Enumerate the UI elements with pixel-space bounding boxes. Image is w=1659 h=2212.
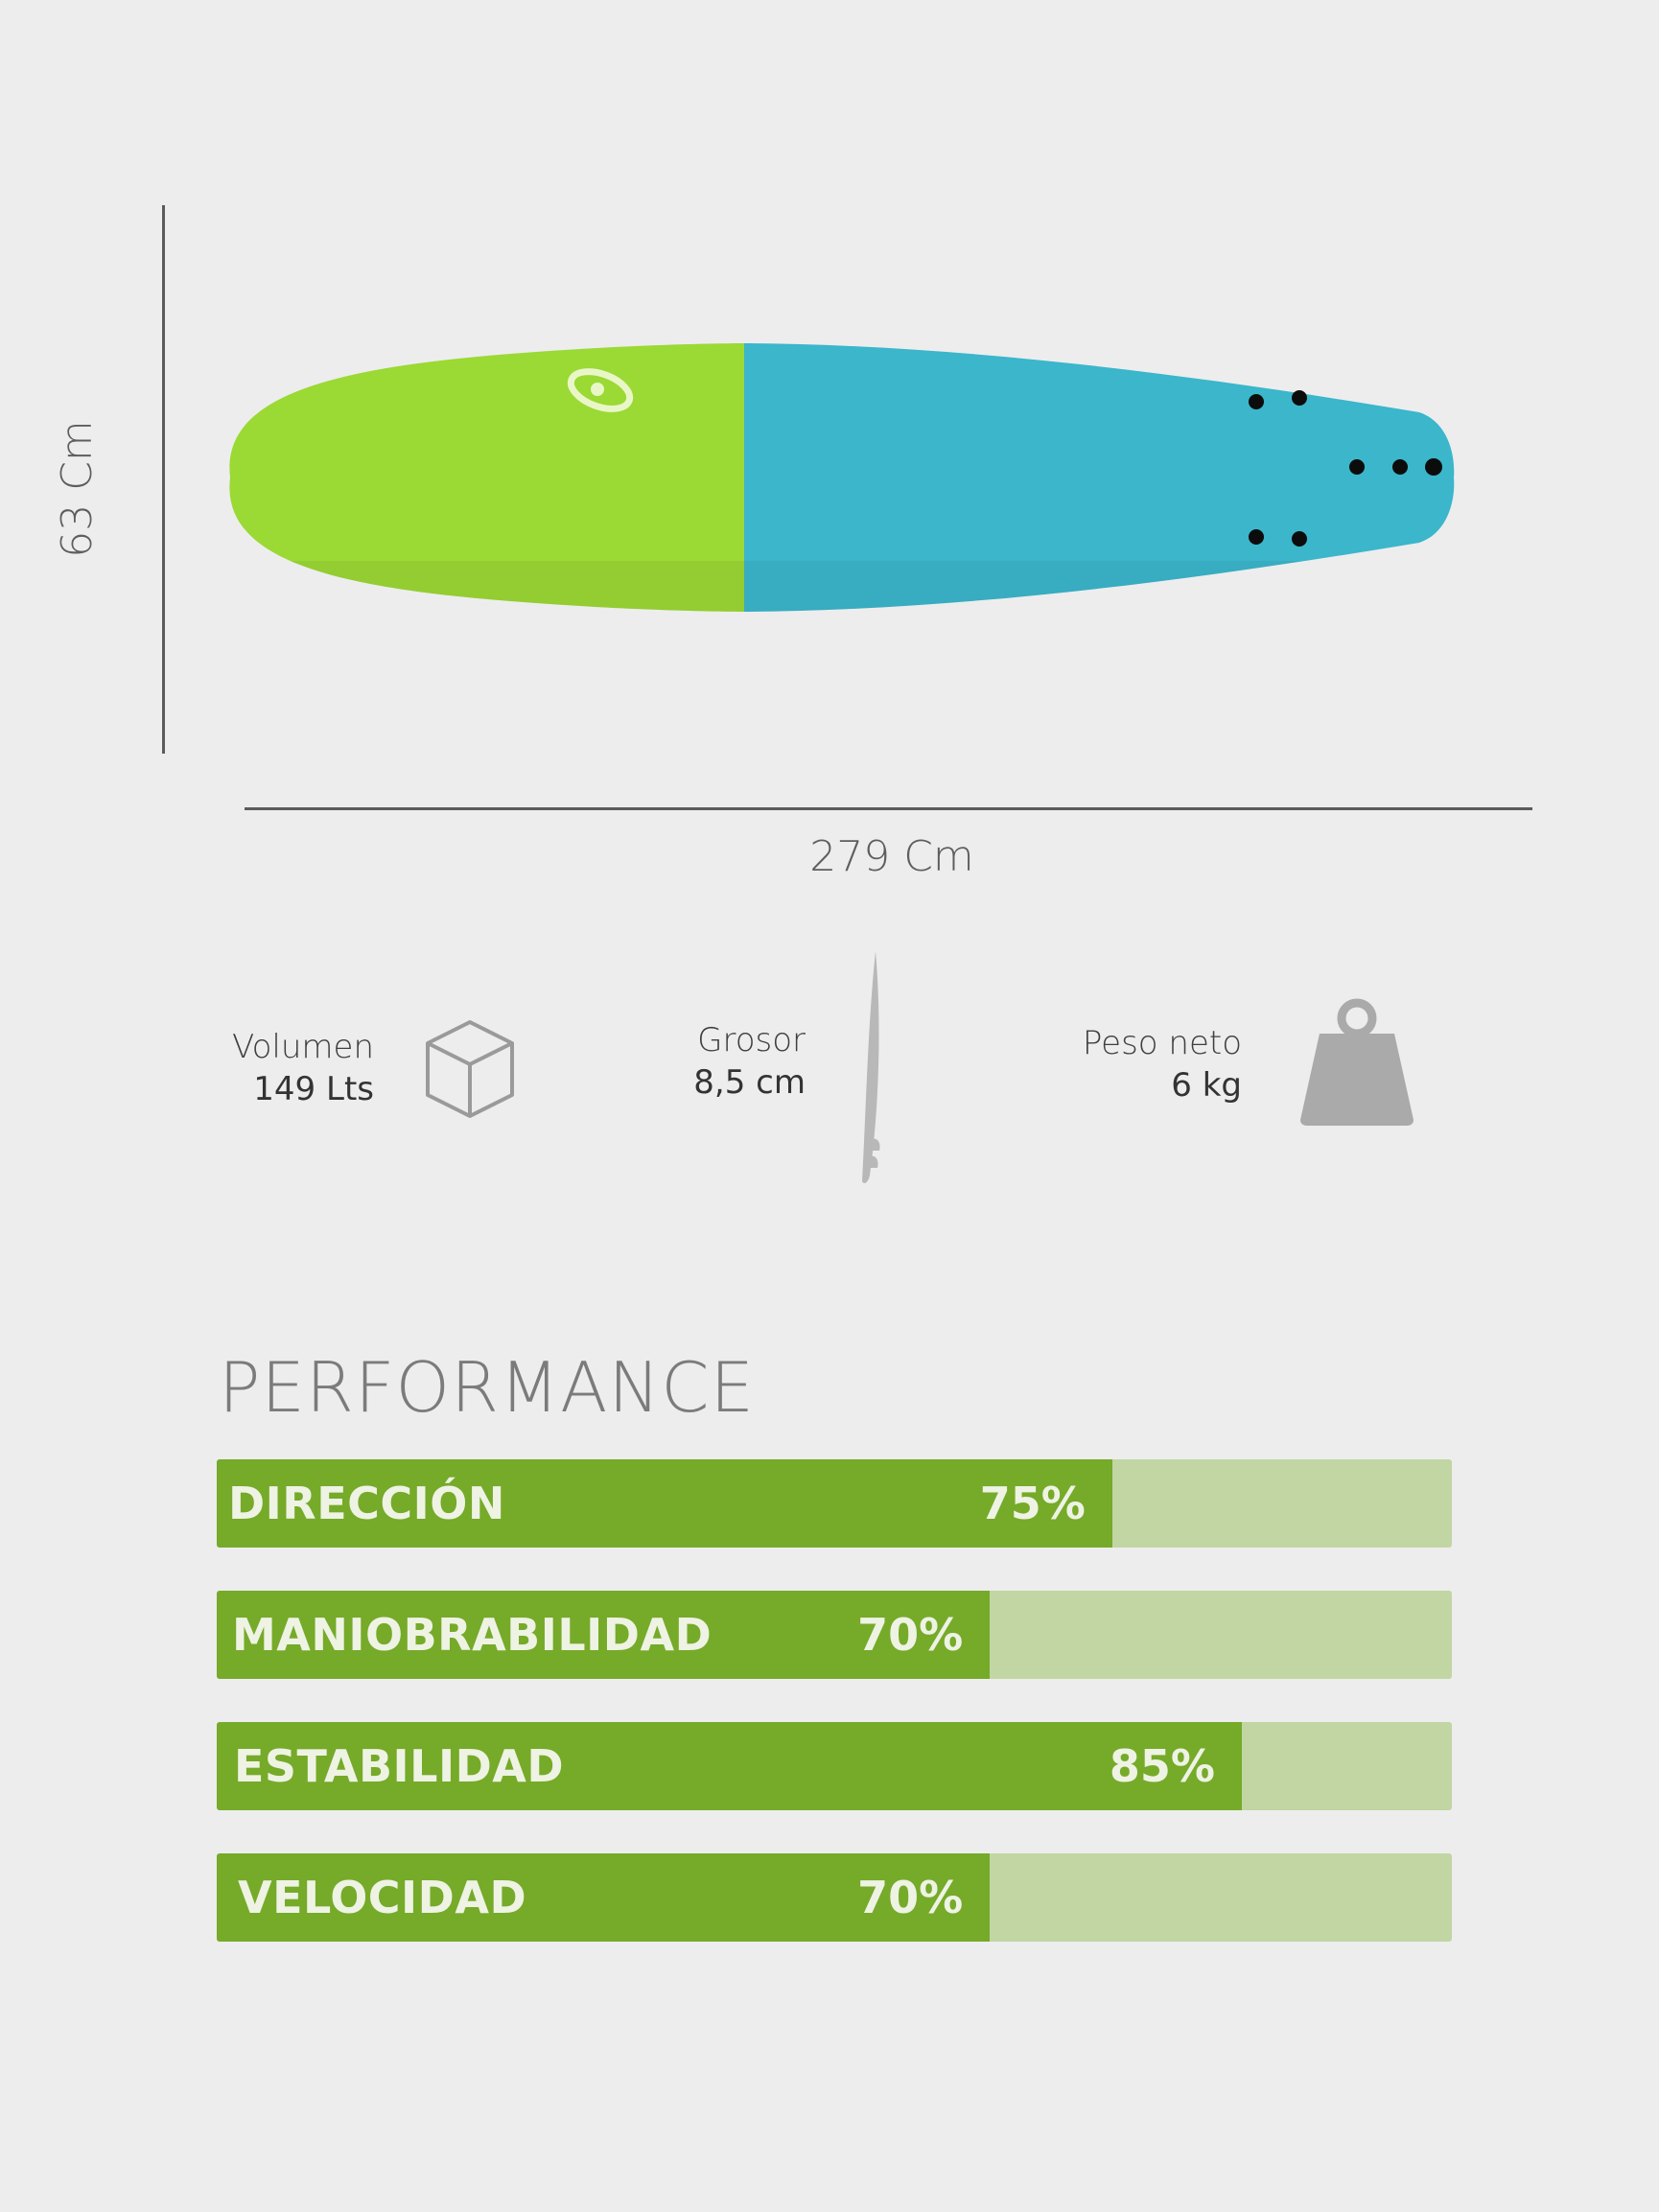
performance-bar-fill [217,1722,1243,1810]
surfboard-image [229,343,1455,612]
weight-icon [1300,998,1414,1126]
performance-bar-percent: 85% [1109,1740,1216,1792]
spec-volume-value: 149 Lts [253,1070,374,1108]
spec-weight-value: 6 kg [1171,1066,1242,1105]
performance-bar-fill [217,1853,991,1942]
spec-weight-label: Peso neto [1082,1024,1242,1062]
spec-volume-label: Volumen [231,1028,374,1066]
spec-weight: Peso neto 6 kg [1036,1022,1242,1106]
performance-bar-fill [217,1591,991,1679]
performance-bar-percent: 70% [857,1609,964,1661]
performance-bar-velocidad: VELOCIDAD 70% [217,1853,1452,1942]
performance-bar-direccion: DIRECCIÓN 75% [217,1459,1452,1548]
performance-title: PERFORMANCE [219,1347,756,1428]
performance-bar-percent: 70% [857,1872,964,1923]
height-dimension-line [162,205,165,754]
width-dimension-label: 63 Cm [52,420,102,558]
performance-bar-label: VELOCIDAD [238,1872,527,1923]
spec-thickness: Grosor 8,5 cm [614,1019,806,1104]
eye-logo-icon [567,368,634,412]
performance-bar-fill [217,1459,1112,1548]
performance-bar-maniobrabilidad: MANIOBRABILIDAD 70% [217,1591,1452,1679]
performance-bar-label: DIRECCIÓN [228,1478,505,1529]
length-dimension-line [245,807,1532,810]
board-profile-icon [862,951,880,1183]
performance-bar-percent: 75% [979,1478,1086,1529]
performance-bar-label: MANIOBRABILIDAD [232,1609,713,1661]
cube-icon [426,1020,514,1118]
spec-thickness-value: 8,5 cm [693,1063,806,1102]
spec-thickness-label: Grosor [697,1021,806,1059]
spec-volume: Volumen 149 Lts [182,1026,374,1110]
performance-bar-label: ESTABILIDAD [234,1740,565,1792]
length-dimension-label: 279 Cm [809,832,974,881]
fin-plugs [1249,390,1442,547]
performance-bar-estabilidad: ESTABILIDAD 85% [217,1722,1452,1810]
